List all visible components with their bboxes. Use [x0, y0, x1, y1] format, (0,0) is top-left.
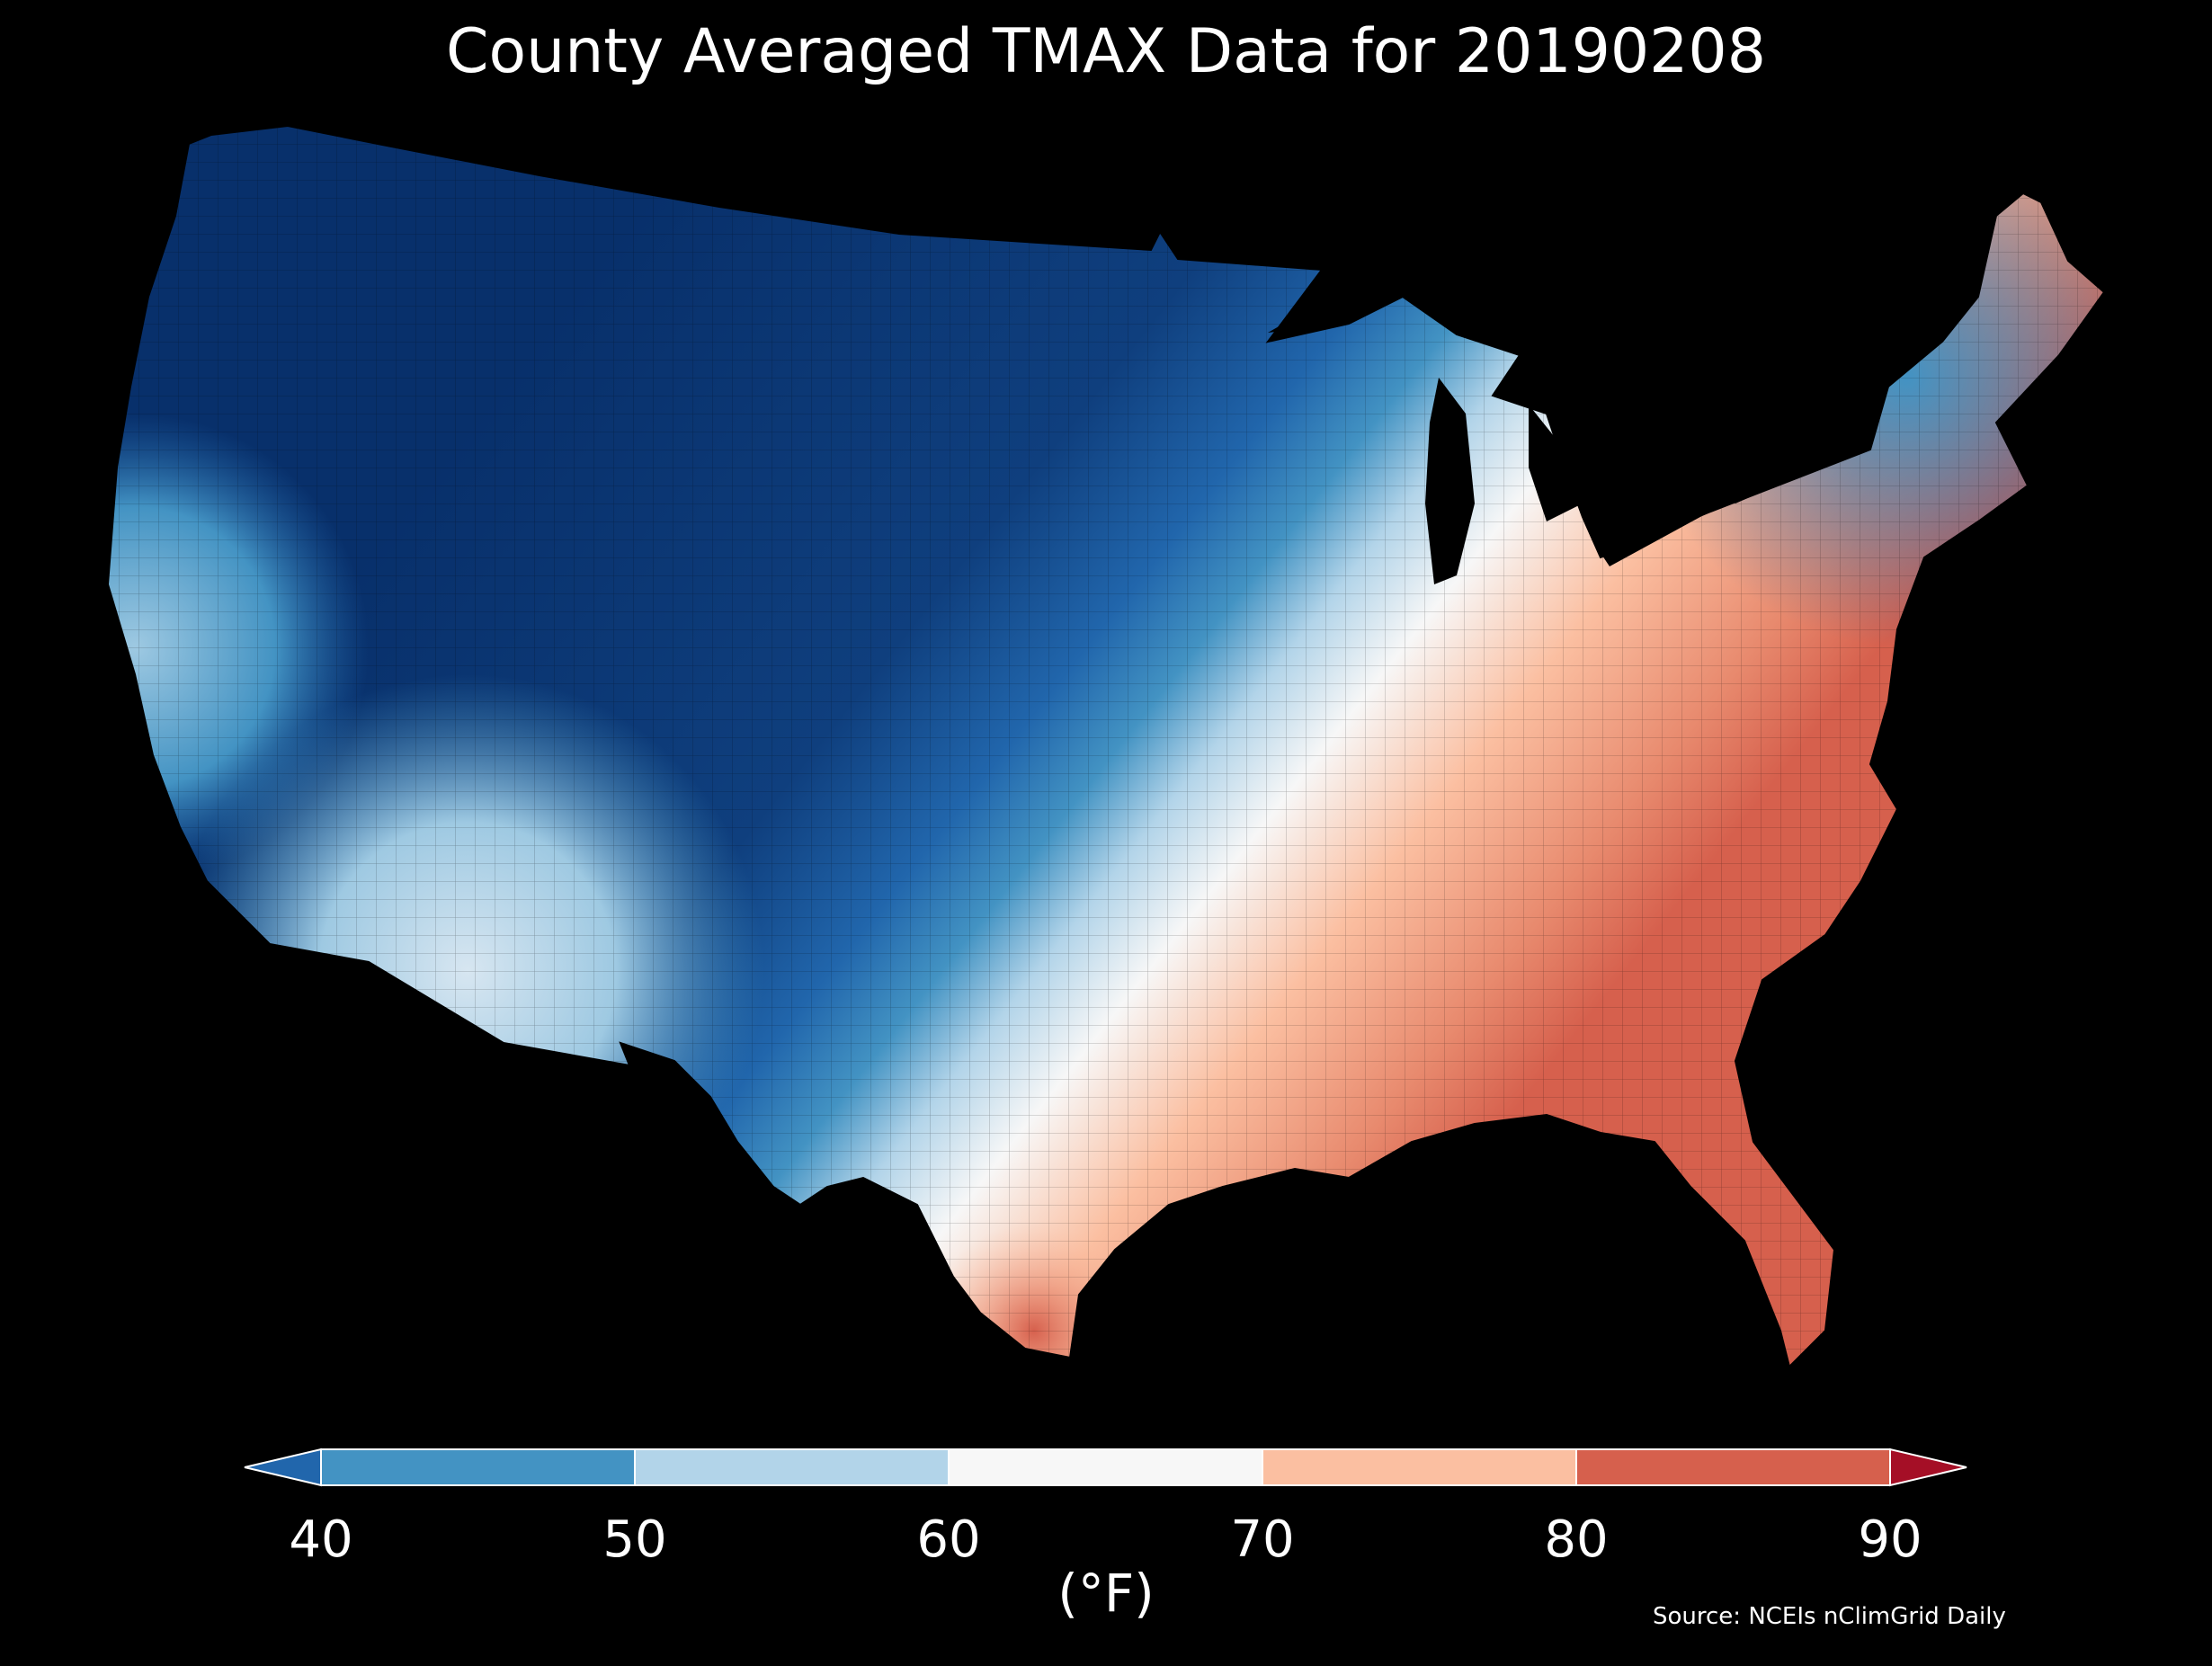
us-counties-layer: [108, 126, 2104, 1367]
chart-title: County Averaged TMAX Data for 20190208: [446, 16, 1766, 87]
colorbar-tick-label: 90: [1858, 1510, 1922, 1569]
colorbar-extend-low: [244, 1448, 322, 1487]
colorbar-bin: [320, 1448, 636, 1486]
colorbar-extend-high: [1889, 1448, 1967, 1487]
colorbar-tick-label: 80: [1544, 1510, 1609, 1569]
colorbar: [244, 1448, 1967, 1487]
colorbar-unit-label: (°F): [1057, 1563, 1155, 1624]
colorbar-tick-label: 60: [916, 1510, 981, 1569]
colorbar-bin: [1575, 1448, 1891, 1486]
colorbar-tick-label: 40: [289, 1510, 353, 1569]
colorbar-tick-label: 50: [602, 1510, 667, 1569]
colorbar-bin: [948, 1448, 1263, 1486]
source-note: Source: NCEIs nClimGrid Daily: [1653, 1603, 2006, 1630]
colorbar-bin: [1262, 1448, 1577, 1486]
colorbar-bin: [634, 1448, 950, 1486]
colorbar-tick-label: 70: [1230, 1510, 1295, 1569]
great-lakes: [1268, 279, 1816, 584]
